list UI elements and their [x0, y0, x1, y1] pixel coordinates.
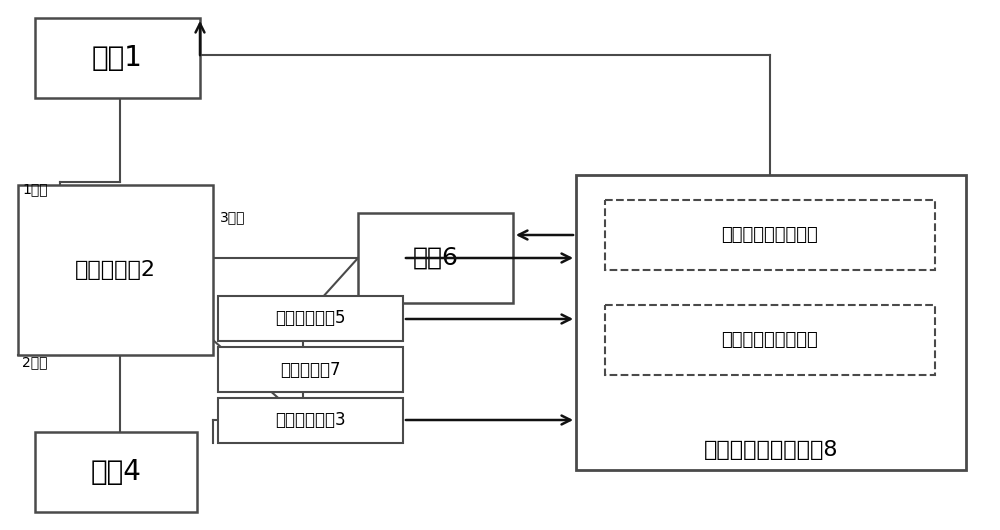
Text: 气閃6: 气閃6	[413, 246, 458, 270]
Text: 3端口: 3端口	[220, 210, 246, 224]
Text: 气噒4: 气噒4	[91, 458, 141, 486]
Bar	[358, 213, 513, 303]
Bar	[605, 305, 935, 375]
Text: 信号处理与控制单册8: 信号处理与控制单册8	[704, 440, 838, 460]
Bar	[18, 185, 213, 355]
Bar	[35, 18, 200, 98]
Bar	[218, 347, 403, 392]
Text: 出气流传感全5: 出气流传感全5	[275, 310, 346, 328]
Bar	[218, 296, 403, 341]
Bar	[576, 175, 966, 470]
Bar	[605, 200, 935, 270]
Text: 进气流传感全3: 进气流传感全3	[275, 411, 346, 429]
Text: 压强传感全7: 压强传感全7	[280, 360, 341, 378]
Text: 1端口: 1端口	[22, 182, 48, 196]
Bar	[218, 398, 403, 443]
Text: 2端口: 2端口	[22, 355, 48, 369]
Bar	[35, 432, 197, 512]
Text: 空气缓冲耕2: 空气缓冲耕2	[75, 260, 156, 280]
Text: 风机1: 风机1	[92, 44, 143, 72]
Text: 信号处理与控制电路: 信号处理与控制电路	[722, 226, 818, 244]
Text: 信号处理与控制软件: 信号处理与控制软件	[722, 331, 818, 349]
